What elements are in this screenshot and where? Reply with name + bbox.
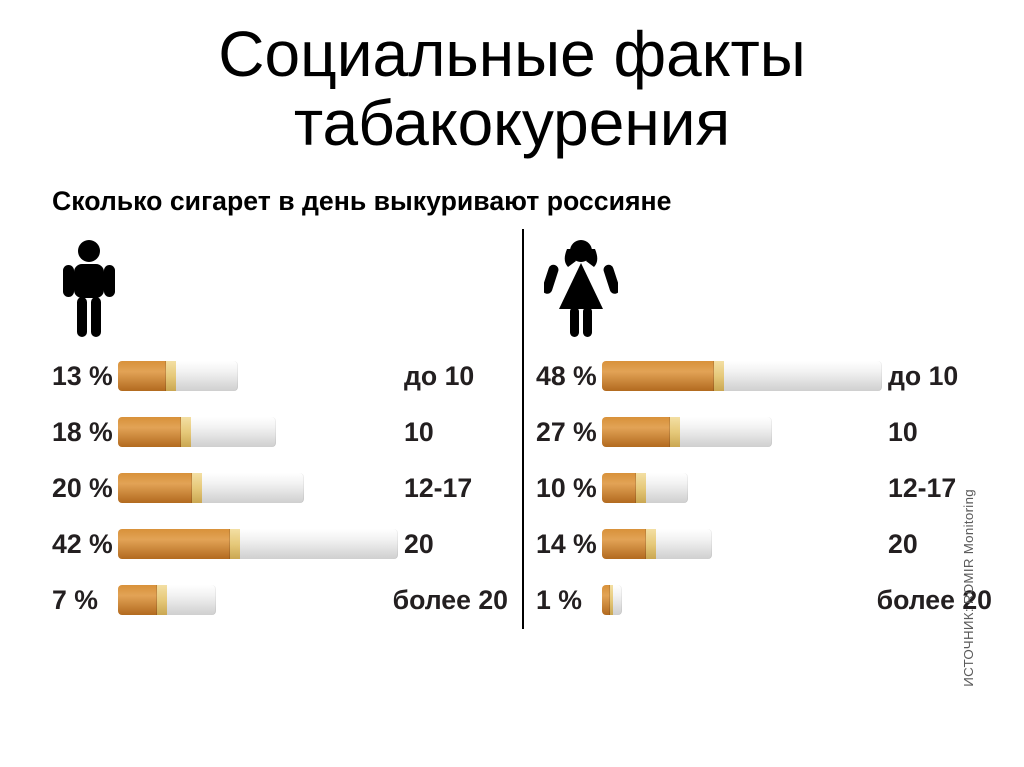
male-icon-wrap — [52, 229, 508, 339]
chart-subtitle: Сколько сигарет в день выкуривают россия… — [52, 186, 984, 217]
table-row: 20 % 12-17 — [52, 461, 508, 515]
table-row: 13 % до 10 — [52, 349, 508, 403]
bar — [118, 415, 398, 449]
bar — [118, 527, 398, 561]
category-label: 12-17 — [398, 473, 508, 504]
category-label: 10 — [882, 417, 992, 448]
column-female: 48 % до 10 27 % 10 10 %12-1714 %201 %более 2… — [524, 229, 1006, 629]
percent-label: 20 % — [52, 473, 118, 504]
table-row: 7 % более 20 — [52, 573, 508, 627]
chart-columns: 13 % до 10 18 % 10 20 % 12-17 42 % 20 7 % более 2… — [40, 229, 984, 629]
cigarette-bar — [602, 417, 772, 447]
female-icon-wrap — [536, 229, 992, 339]
cigarette-bar — [602, 529, 712, 559]
category-label: до 10 — [398, 361, 508, 392]
table-row: 10 %12-17 — [536, 461, 992, 515]
category-label: 20 — [398, 529, 508, 560]
rows-female: 48 % до 10 27 % 10 10 %12-1714 %201 %более 2… — [536, 349, 992, 627]
category-label: до 10 — [882, 361, 992, 392]
table-row: 48 % до 10 — [536, 349, 992, 403]
bar — [602, 415, 882, 449]
bar — [118, 471, 398, 505]
cigarette-bar — [118, 585, 216, 615]
column-male: 13 % до 10 18 % 10 20 % 12-17 42 % 20 7 % более 2… — [40, 229, 524, 629]
percent-label: 18 % — [52, 417, 118, 448]
percent-label: 42 % — [52, 529, 118, 560]
percent-label: 10 % — [536, 473, 602, 504]
category-label: 10 — [398, 417, 508, 448]
table-row: 14 %20 — [536, 517, 992, 571]
rows-male: 13 % до 10 18 % 10 20 % 12-17 42 % 20 7 % более 2… — [52, 349, 508, 627]
category-label: более 20 — [387, 585, 508, 616]
percent-label: 7 % — [52, 585, 118, 616]
cigarette-bar — [602, 585, 622, 615]
table-row: 1 %более 20 — [536, 573, 992, 627]
chart: 13 % до 10 18 % 10 20 % 12-17 42 % 20 7 % более 2… — [40, 229, 984, 629]
bar — [602, 359, 882, 393]
bar — [602, 527, 882, 561]
table-row: 18 % 10 — [52, 405, 508, 459]
source-credit: ИСТОЧНИК: ROMIR Monitoring — [961, 489, 976, 687]
title-line-1: Социальные факты — [218, 18, 806, 90]
cigarette-bar — [118, 361, 238, 391]
cigarette-bar — [118, 529, 398, 559]
bar — [602, 471, 882, 505]
title-line-2: табакокурения — [294, 87, 730, 159]
percent-label: 48 % — [536, 361, 602, 392]
page-title: Социальные факты табакокурения — [40, 20, 984, 158]
percent-label: 27 % — [536, 417, 602, 448]
percent-label: 1 % — [536, 585, 602, 616]
female-icon — [544, 239, 618, 339]
cigarette-bar — [118, 473, 304, 503]
cigarette-bar — [118, 417, 276, 447]
percent-label: 13 % — [52, 361, 118, 392]
table-row: 42 % 20 — [52, 517, 508, 571]
slide: Социальные факты табакокурения Сколько с… — [0, 0, 1024, 767]
bar — [118, 359, 398, 393]
bar — [602, 583, 871, 617]
male-icon — [60, 239, 118, 339]
cigarette-bar — [602, 361, 882, 391]
table-row: 27 % 10 — [536, 405, 992, 459]
cigarette-bar — [602, 473, 688, 503]
bar — [118, 583, 387, 617]
percent-label: 14 % — [536, 529, 602, 560]
